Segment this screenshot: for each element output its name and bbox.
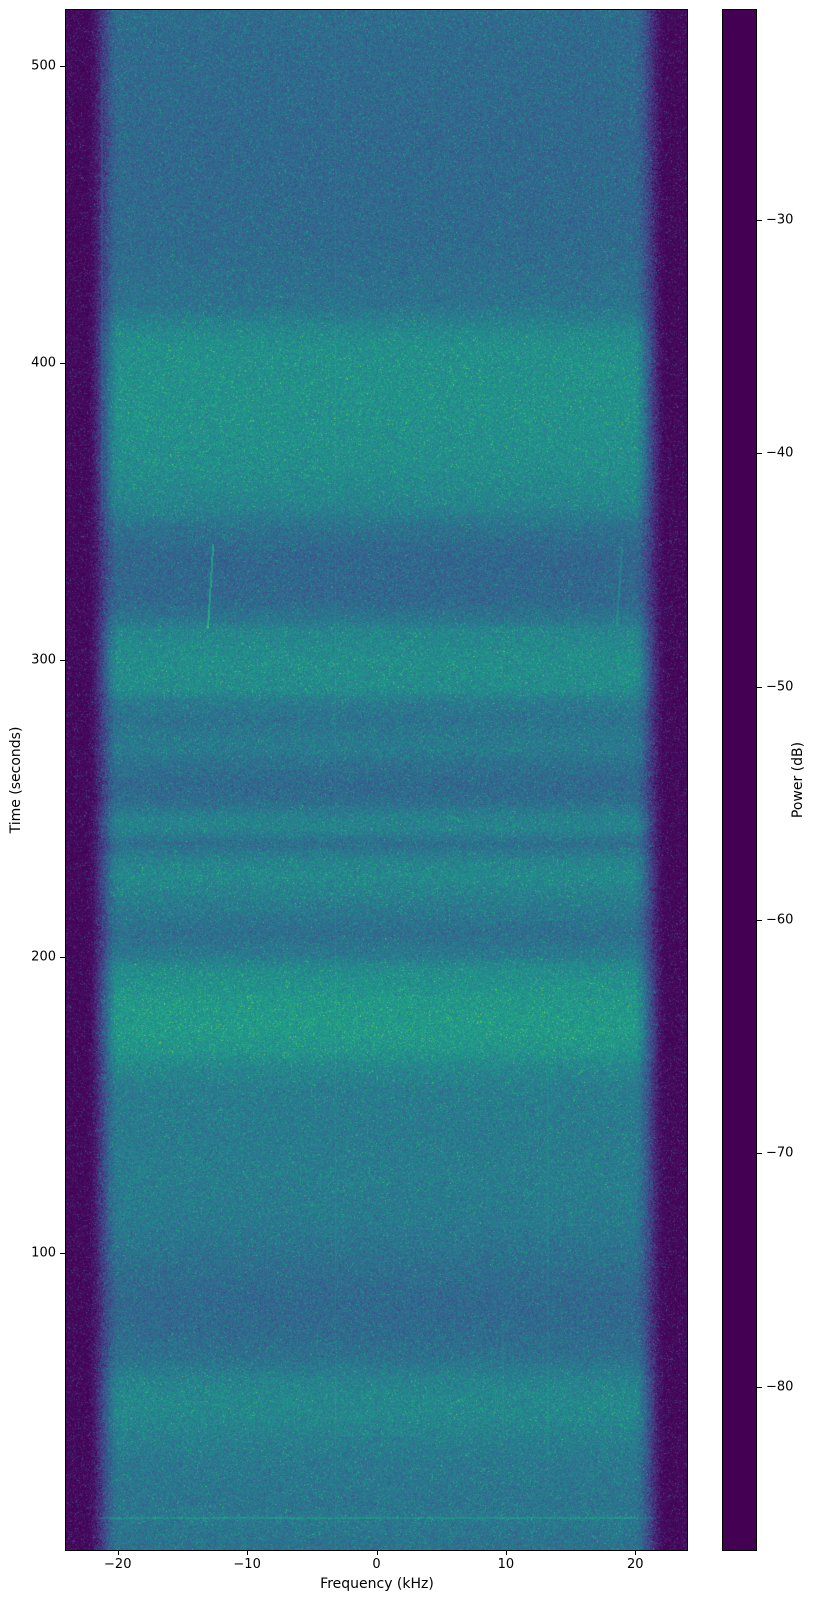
x-tick-label: 0: [372, 1557, 380, 1572]
y-tick-label: 300: [16, 652, 56, 667]
colorbar-tick-mark: [757, 453, 762, 454]
plot-area: [65, 9, 688, 1551]
colorbar-tick-label: −50: [766, 679, 793, 694]
y-tick-mark: [60, 660, 65, 661]
x-tick-mark: [247, 1550, 248, 1555]
spectrogram-heatmap: [66, 10, 687, 1550]
y-tick-mark: [60, 1253, 65, 1254]
x-axis-label: Frequency (kHz): [0, 1576, 754, 1592]
colorbar-tick-label: −60: [766, 913, 793, 928]
colorbar-tick-label: −70: [766, 1146, 793, 1161]
y-tick-label: 500: [16, 59, 56, 74]
colorbar-label: Power (dB): [790, 742, 806, 818]
x-tick-mark: [377, 1550, 378, 1555]
x-tick-label: 20: [627, 1557, 644, 1572]
colorbar-tick-mark: [757, 687, 762, 688]
y-tick-mark: [60, 66, 65, 67]
colorbar: [722, 9, 757, 1551]
x-tick-label: −10: [233, 1557, 260, 1572]
y-tick-mark: [60, 957, 65, 958]
x-tick-label: −20: [104, 1557, 131, 1572]
colorbar-tick-label: −30: [766, 213, 793, 228]
y-axis-label: Time (seconds): [8, 727, 24, 834]
x-tick-label: 10: [498, 1557, 515, 1572]
colorbar-tick-label: −40: [766, 446, 793, 461]
spectrogram-figure: Time (seconds) 100 200 300 400 500 −20 −10 0 10…: [0, 0, 823, 1603]
y-tick-label: 400: [16, 356, 56, 371]
colorbar-tick-label: −80: [766, 1379, 793, 1394]
y-tick-label: 200: [16, 949, 56, 964]
y-tick-label: 100: [16, 1246, 56, 1261]
colorbar-tick-mark: [757, 920, 762, 921]
colorbar-tick-mark: [757, 1387, 762, 1388]
y-tick-mark: [60, 363, 65, 364]
x-tick-mark: [506, 1550, 507, 1555]
colorbar-gradient: [723, 10, 756, 1550]
colorbar-tick-mark: [757, 1153, 762, 1154]
colorbar-tick-mark: [757, 220, 762, 221]
x-tick-mark: [118, 1550, 119, 1555]
x-tick-mark: [635, 1550, 636, 1555]
